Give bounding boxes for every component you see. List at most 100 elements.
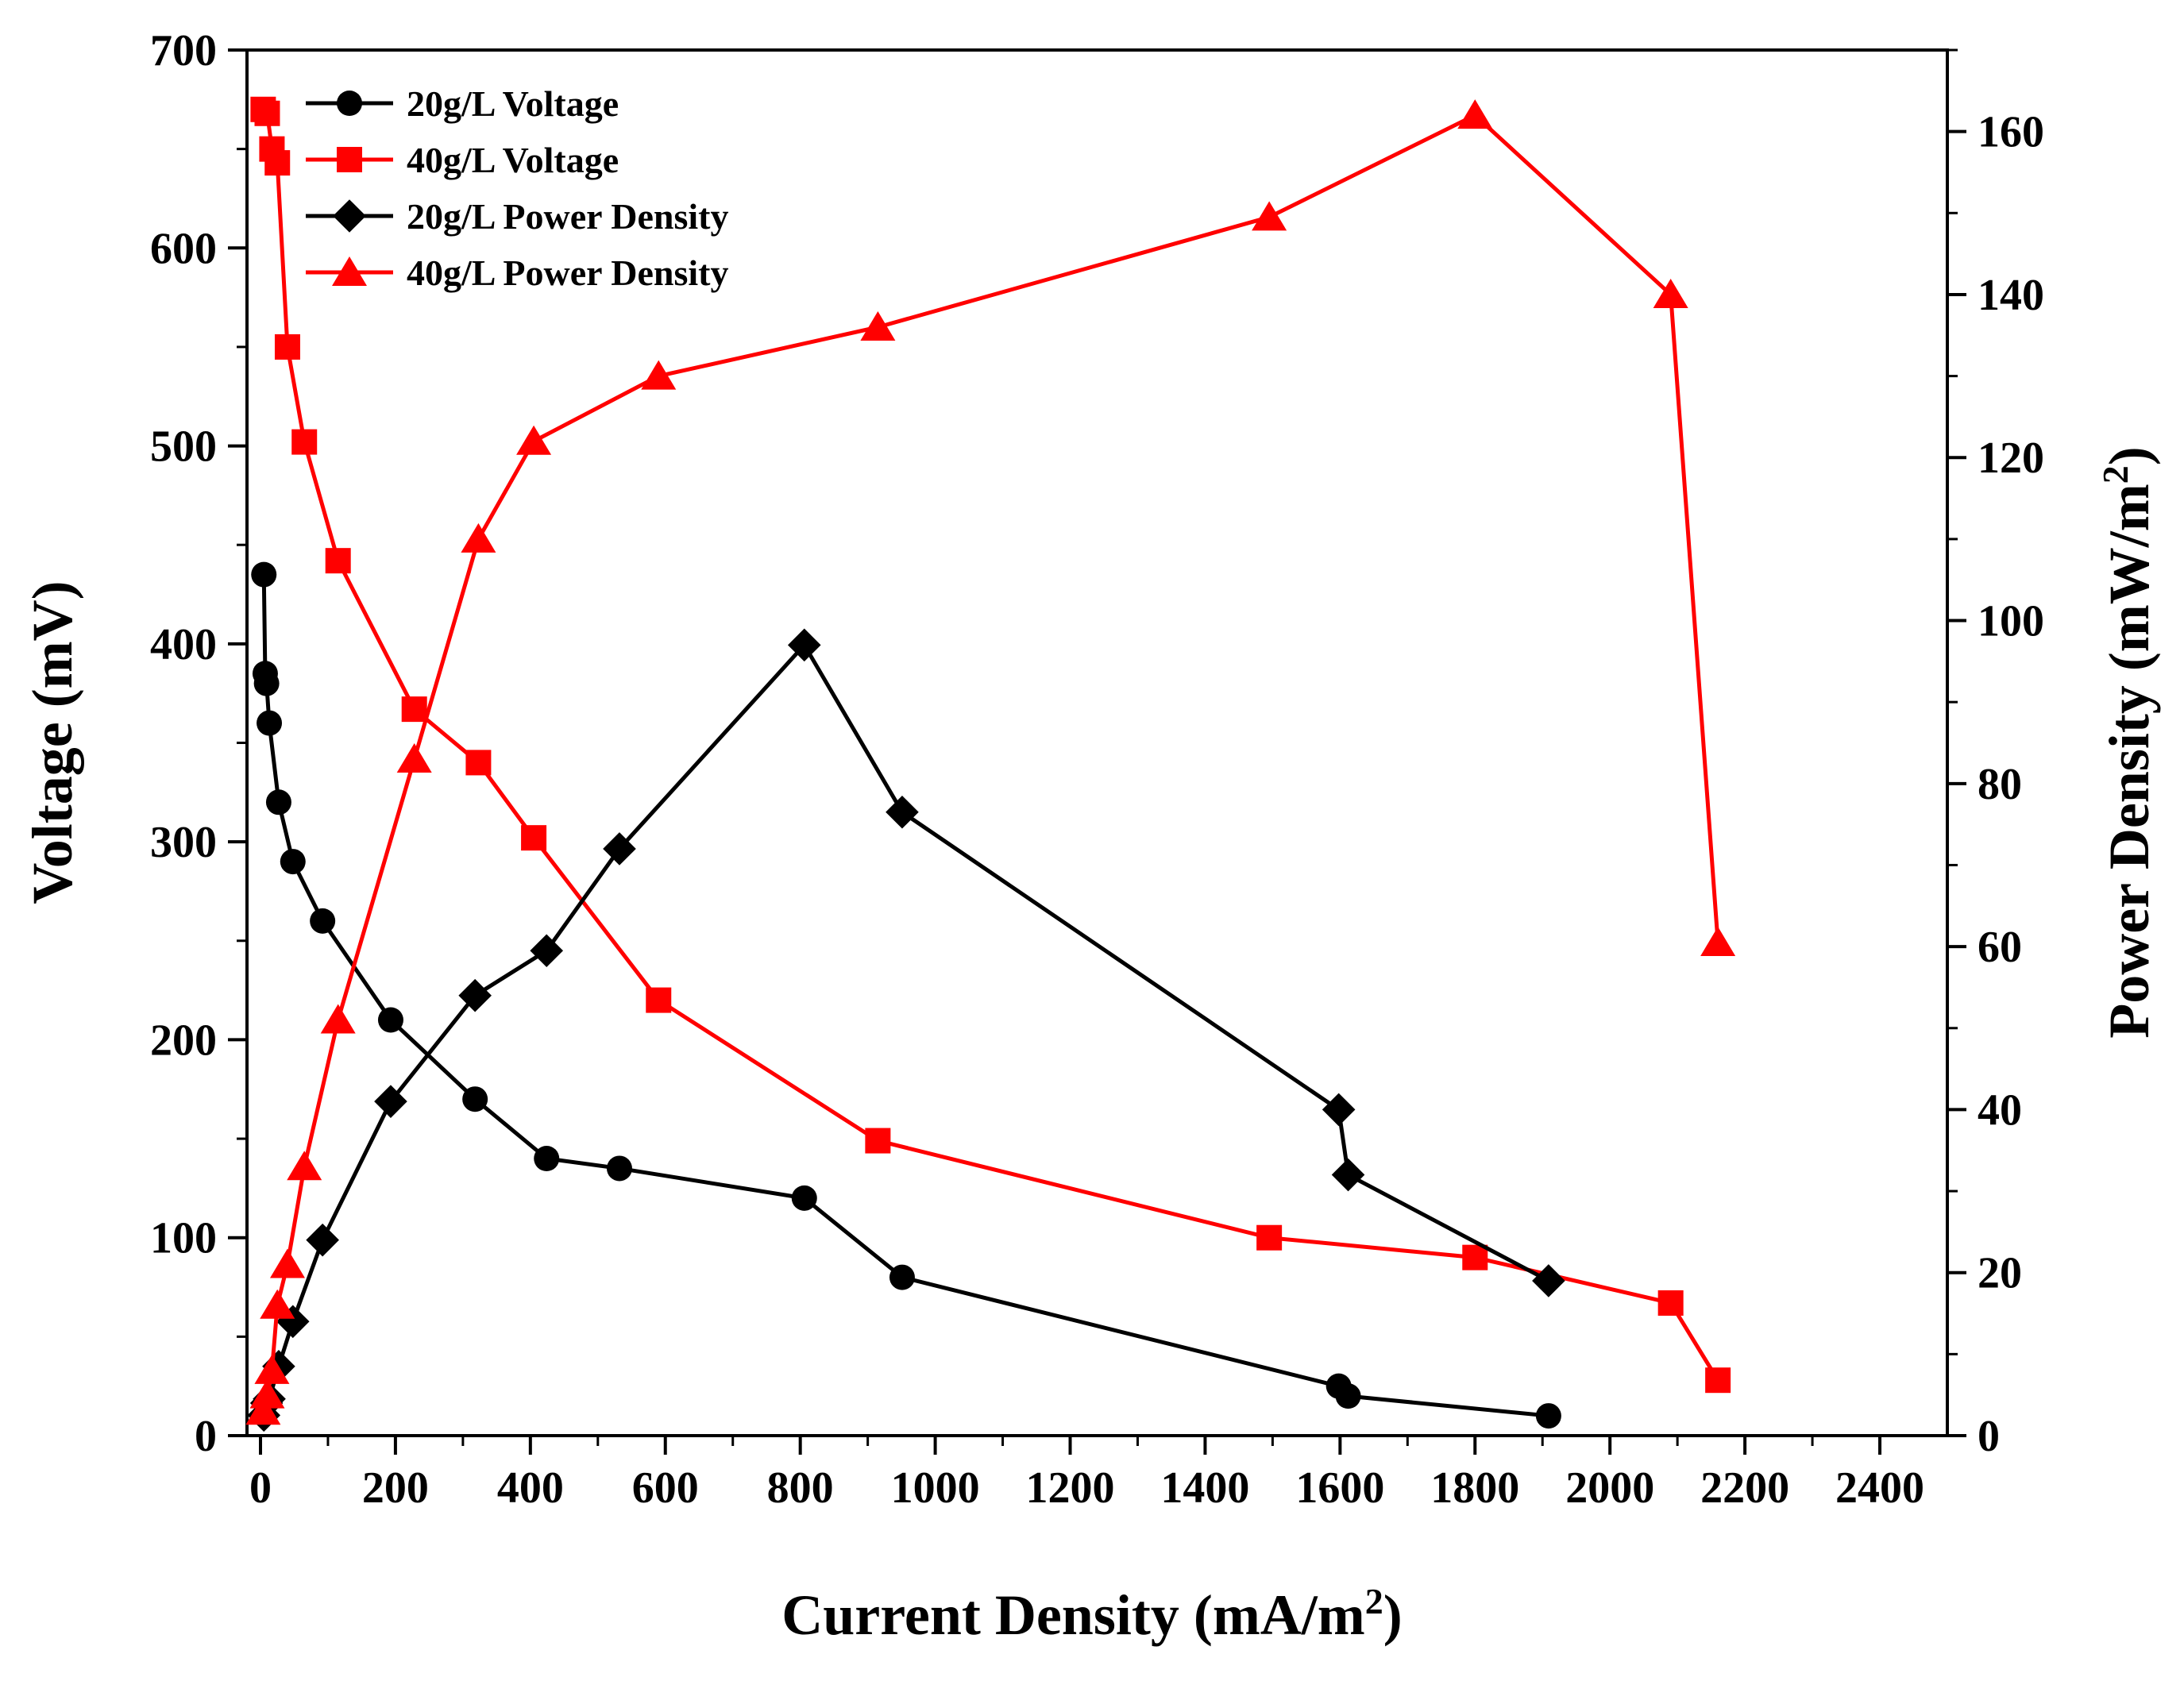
x-tick-label: 1800 xyxy=(1430,1463,1519,1513)
legend-label: 40g/L Power Density xyxy=(407,253,728,293)
data-point xyxy=(461,522,496,553)
series-20g-l-voltage xyxy=(251,561,1561,1429)
legend-marker xyxy=(332,256,367,286)
data-point xyxy=(886,795,919,829)
data-point xyxy=(310,908,336,934)
data-point xyxy=(516,425,552,455)
data-point xyxy=(1335,1383,1361,1409)
x-tick-label: 2000 xyxy=(1565,1463,1654,1513)
legend-marker xyxy=(333,199,366,233)
data-point xyxy=(860,311,896,341)
data-point xyxy=(462,1086,488,1112)
data-point xyxy=(521,825,547,851)
data-point xyxy=(787,628,821,662)
data-point xyxy=(465,750,492,776)
x-tick-label: 2400 xyxy=(1835,1463,1924,1513)
data-point xyxy=(791,1185,817,1211)
x-tick-label: 0 xyxy=(249,1463,272,1513)
data-point xyxy=(1705,1367,1731,1394)
data-point xyxy=(269,1248,305,1278)
data-point xyxy=(254,100,280,126)
legend-marker xyxy=(337,147,362,172)
y-tick-label: 600 xyxy=(150,224,217,273)
y2-tick-label: 0 xyxy=(1978,1412,2000,1461)
data-point xyxy=(280,849,306,875)
data-point xyxy=(530,934,564,968)
data-point xyxy=(1462,1244,1488,1270)
data-point xyxy=(325,548,351,574)
series-line xyxy=(261,107,1720,1382)
y2-tick-label: 20 xyxy=(1978,1249,2022,1298)
data-point xyxy=(257,710,283,736)
y2-tick-label: 120 xyxy=(1978,434,2044,483)
data-point xyxy=(1331,1158,1365,1192)
y-tick-label: 0 xyxy=(195,1412,217,1461)
data-point xyxy=(291,429,318,455)
data-point xyxy=(641,360,677,390)
legend: 20g/L Voltage 40g/L Voltage 20g/L Power De… xyxy=(306,83,728,293)
data-point xyxy=(264,150,291,176)
data-point xyxy=(1653,278,1688,308)
data-point xyxy=(1457,99,1493,129)
x-tick-label: 400 xyxy=(497,1463,564,1513)
data-point xyxy=(396,743,432,773)
data-point xyxy=(245,1395,281,1425)
legend-label: 20g/L Voltage xyxy=(407,83,619,124)
data-point xyxy=(320,1004,356,1034)
x-tick-label: 1600 xyxy=(1295,1463,1384,1513)
y-tick-label: 400 xyxy=(150,620,217,669)
series-line xyxy=(260,113,1720,1412)
y2-tick-label: 60 xyxy=(1978,923,2022,972)
data-point xyxy=(865,1128,891,1154)
data-point xyxy=(889,1264,915,1290)
x-tick-label: 2200 xyxy=(1700,1463,1789,1513)
y-tick-label: 300 xyxy=(150,818,217,867)
x-tick-label: 1200 xyxy=(1026,1463,1115,1513)
data-point xyxy=(603,832,636,866)
data-point xyxy=(1252,201,1287,231)
data-point xyxy=(401,696,427,723)
y2-tick-label: 140 xyxy=(1978,271,2044,320)
legend-marker xyxy=(337,91,362,116)
y-tick-label: 100 xyxy=(150,1214,217,1263)
data-point xyxy=(260,1289,295,1319)
data-point xyxy=(377,1007,403,1033)
data-point xyxy=(1256,1224,1283,1251)
x-axis-title: Current Density (mA/m2) xyxy=(781,1581,1403,1647)
data-point xyxy=(249,1378,285,1409)
x-tick-label: 1400 xyxy=(1160,1463,1249,1513)
data-point xyxy=(287,1151,322,1181)
data-point xyxy=(646,987,672,1013)
legend-label: 20g/L Power Density xyxy=(407,196,728,237)
y-tick-label: 200 xyxy=(150,1016,217,1065)
series-line xyxy=(261,642,1550,1416)
data-point xyxy=(606,1155,632,1182)
x-tick-label: 600 xyxy=(632,1463,699,1513)
y-axis-title: Voltage (mV) xyxy=(21,580,84,904)
x-tick-label: 1000 xyxy=(891,1463,980,1513)
y2-tick-label: 100 xyxy=(1978,597,2044,646)
x-tick-label: 800 xyxy=(767,1463,834,1513)
data-point xyxy=(458,978,492,1012)
data-point xyxy=(1700,926,1736,956)
axes-group: 0 200 400 600 800 1000 1200 1400 1600 1800 2000 220… xyxy=(150,26,2044,1513)
series-line xyxy=(261,574,1549,1418)
legend-label: 40g/L Voltage xyxy=(407,140,619,180)
series-40g-l-voltage xyxy=(250,96,1731,1394)
data-point xyxy=(254,1354,290,1384)
data-point xyxy=(1657,1290,1684,1316)
series-40g-l-power-density xyxy=(245,99,1736,1425)
x-tick-label: 200 xyxy=(362,1463,429,1513)
data-point xyxy=(253,670,280,696)
data-point xyxy=(534,1146,560,1171)
data-point xyxy=(1535,1403,1561,1429)
series-layer xyxy=(245,96,1736,1432)
y2-tick-label: 80 xyxy=(1978,760,2022,809)
data-point xyxy=(1322,1093,1356,1127)
series-20g-l-power-density xyxy=(247,628,1565,1432)
data-point xyxy=(374,1085,407,1118)
data-point xyxy=(306,1223,339,1257)
data-point xyxy=(274,334,300,360)
data-point xyxy=(1532,1264,1565,1297)
